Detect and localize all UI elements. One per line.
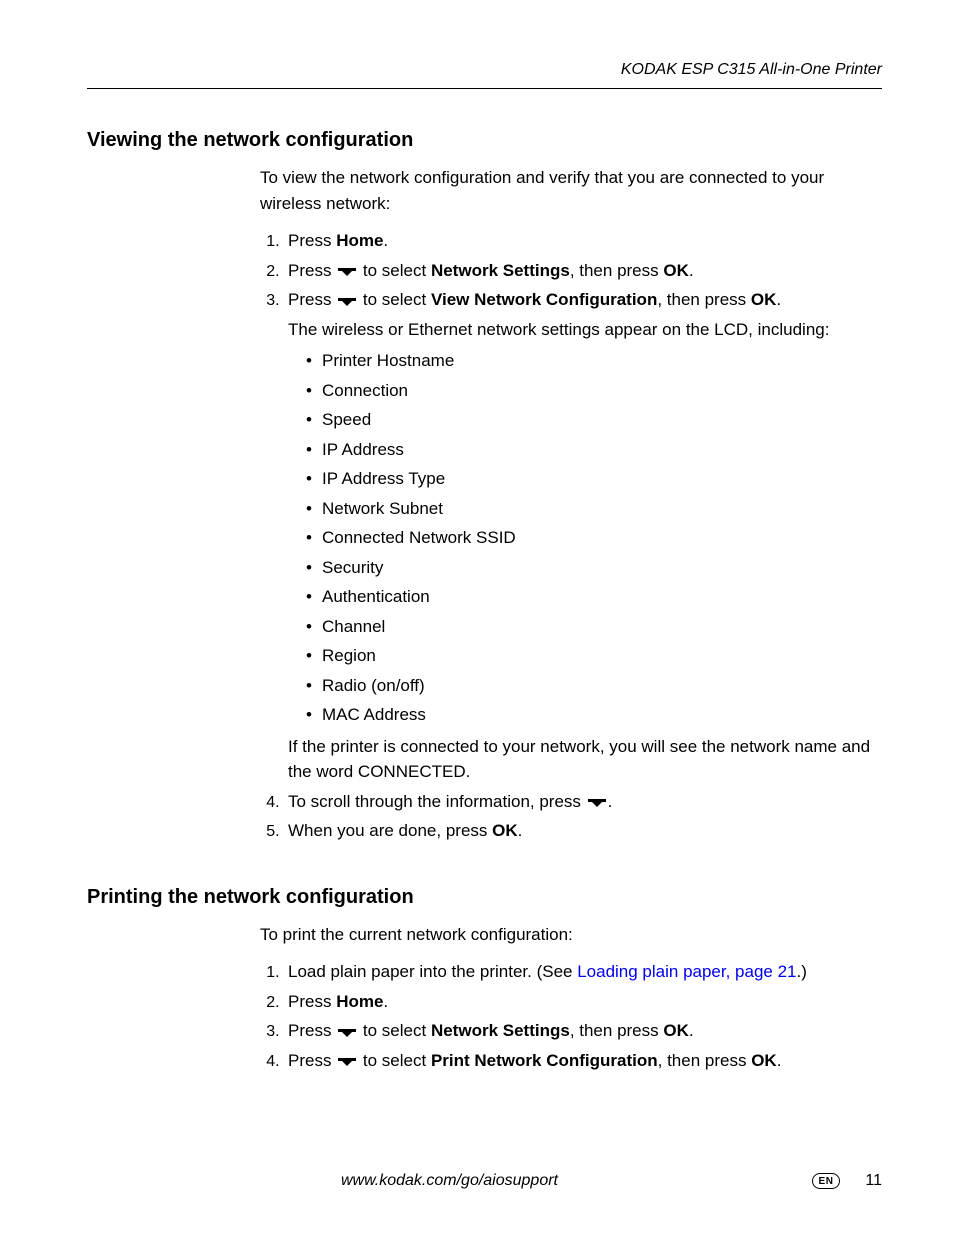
text: .	[383, 992, 388, 1011]
list-item: Network Subnet	[306, 496, 882, 522]
list-item: Channel	[306, 614, 882, 640]
menu-item: Network Settings	[431, 1021, 570, 1040]
text: Press	[288, 1021, 336, 1040]
section2-intro: To print the current network configurati…	[260, 922, 882, 948]
list-item: Connected Network SSID	[306, 525, 882, 551]
section-heading-viewing: Viewing the network configuration	[87, 125, 882, 155]
text: .	[689, 261, 694, 280]
text: Press	[288, 231, 336, 250]
text: Load plain paper into the printer. (See	[288, 962, 577, 981]
menu-item: View Network Configuration	[431, 290, 657, 309]
step: Press to select View Network Configurati…	[284, 287, 882, 785]
section2-steps: Load plain paper into the printer. (See …	[260, 959, 882, 1073]
section1-steps: Press Home. Press to select Network Sett…	[260, 228, 882, 844]
list-item: Printer Hostname	[306, 348, 882, 374]
home-key: Home	[336, 231, 383, 250]
text: to select	[358, 261, 431, 280]
text: Press	[288, 290, 336, 309]
text: Press	[288, 1051, 336, 1070]
menu-item: Network Settings	[431, 261, 570, 280]
step: Press to select Network Settings, then p…	[284, 258, 882, 284]
step: Press Home.	[284, 989, 882, 1015]
down-arrow-icon	[338, 266, 356, 276]
list-item: IP Address Type	[306, 466, 882, 492]
ok-key: OK	[663, 1021, 689, 1040]
text: , then press	[570, 261, 664, 280]
text: to select	[358, 1051, 431, 1070]
text: .	[776, 290, 781, 309]
home-key: Home	[336, 992, 383, 1011]
ok-key: OK	[492, 821, 518, 840]
section2-body: To print the current network configurati…	[260, 922, 882, 1074]
ok-key: OK	[751, 1051, 777, 1070]
down-arrow-icon	[588, 797, 606, 807]
text: .	[383, 231, 388, 250]
page: KODAK ESP C315 All-in-One Printer Viewin…	[0, 0, 954, 1235]
step: Press to select Network Settings, then p…	[284, 1018, 882, 1044]
text: .	[518, 821, 523, 840]
ok-key: OK	[751, 290, 777, 309]
language-badge: EN	[812, 1173, 840, 1189]
list-item: Region	[306, 643, 882, 669]
text: , then press	[657, 290, 751, 309]
footer-url: www.kodak.com/go/aiosupport	[87, 1169, 812, 1193]
section-heading-printing: Printing the network configuration	[87, 882, 882, 912]
text: To scroll through the information, press	[288, 792, 586, 811]
running-header: KODAK ESP C315 All-in-One Printer	[87, 58, 882, 89]
list-item: Connection	[306, 378, 882, 404]
down-arrow-icon	[338, 1056, 356, 1066]
menu-item: Print Network Configuration	[431, 1051, 658, 1070]
list-item: Authentication	[306, 584, 882, 610]
text: .	[777, 1051, 782, 1070]
text: .)	[797, 962, 807, 981]
step: Load plain paper into the printer. (See …	[284, 959, 882, 985]
cross-reference-link[interactable]: Loading plain paper, page 21	[577, 962, 796, 981]
section1-body: To view the network configuration and ve…	[260, 165, 882, 844]
text: .	[608, 792, 613, 811]
text: , then press	[570, 1021, 664, 1040]
step-trailer: If the printer is connected to your netw…	[288, 734, 882, 785]
ok-key: OK	[663, 261, 689, 280]
step: Press to select Print Network Configurat…	[284, 1048, 882, 1074]
step: Press Home.	[284, 228, 882, 254]
settings-list: Printer Hostname Connection Speed IP Add…	[288, 348, 882, 728]
down-arrow-icon	[338, 296, 356, 306]
text: Press	[288, 992, 336, 1011]
section1-intro: To view the network configuration and ve…	[260, 165, 882, 216]
list-item: MAC Address	[306, 702, 882, 728]
step: When you are done, press OK.	[284, 818, 882, 844]
text: When you are done, press	[288, 821, 492, 840]
text: .	[689, 1021, 694, 1040]
page-footer: www.kodak.com/go/aiosupport EN 11	[87, 1169, 882, 1193]
text: to select	[358, 1021, 431, 1040]
page-number: 11	[854, 1169, 882, 1193]
list-item: IP Address	[306, 437, 882, 463]
down-arrow-icon	[338, 1027, 356, 1037]
text: Press	[288, 261, 336, 280]
step: To scroll through the information, press…	[284, 789, 882, 815]
text: to select	[358, 290, 431, 309]
list-item: Security	[306, 555, 882, 581]
text: , then press	[658, 1051, 752, 1070]
list-item: Speed	[306, 407, 882, 433]
step-body: The wireless or Ethernet network setting…	[288, 317, 882, 343]
list-item: Radio (on/off)	[306, 673, 882, 699]
